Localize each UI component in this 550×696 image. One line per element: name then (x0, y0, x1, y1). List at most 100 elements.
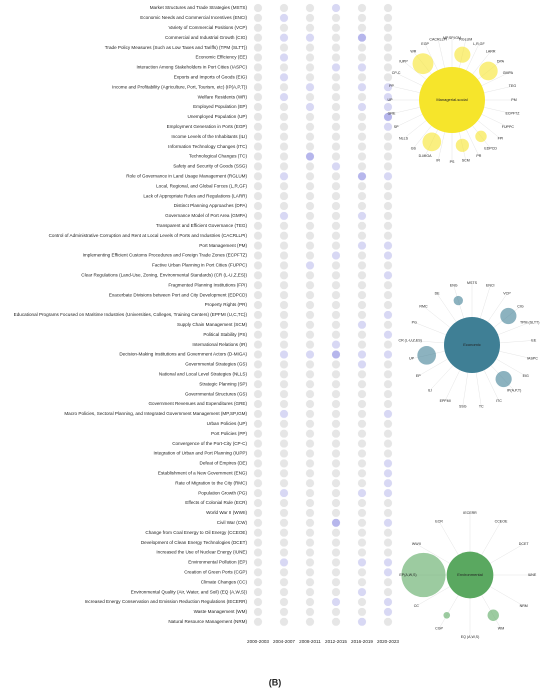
dot (383, 587, 393, 597)
dot (357, 379, 367, 389)
dot (331, 330, 341, 340)
dot (305, 508, 315, 518)
dot (279, 330, 289, 340)
node-label: EDPCD (484, 146, 497, 150)
node-bubble (453, 295, 463, 306)
dot (305, 181, 315, 191)
row-label: Environmental Pollution (EP) (188, 560, 247, 565)
dot (331, 379, 341, 389)
node-label: NRM (520, 604, 528, 608)
dot (357, 557, 367, 567)
row-label: Urban Policies (UP) (207, 421, 248, 426)
node-label: IP(A,P,T) (507, 388, 521, 392)
dot (383, 72, 393, 82)
row-label: Governance Model of Port Area (GMPA) (165, 213, 247, 218)
dot (279, 340, 289, 350)
dot (279, 448, 289, 459)
dot (331, 389, 341, 399)
dot (331, 211, 341, 221)
dot (383, 439, 393, 449)
node-label: PS (450, 160, 455, 164)
dot (253, 132, 263, 142)
dot (305, 250, 315, 261)
node-label: ENCI (486, 284, 495, 288)
dot (357, 62, 367, 72)
dot (331, 82, 341, 92)
dot (305, 310, 315, 320)
row-label: Fragmented Planning Institutions (FPI) (168, 282, 247, 287)
dot (305, 112, 315, 122)
center-node (446, 551, 494, 599)
dot (357, 349, 367, 360)
dot (253, 557, 263, 567)
node-label: ILI (428, 388, 432, 392)
node-label: CP-C (392, 71, 401, 75)
dot (357, 310, 367, 320)
dot (357, 52, 367, 63)
dot (331, 498, 341, 508)
node-label: DPA (497, 59, 505, 63)
node-label: EP (416, 374, 421, 378)
node-label: GS (411, 146, 417, 150)
node-label: EGP (421, 42, 429, 46)
node-bubble (500, 307, 517, 325)
dot (279, 310, 289, 320)
dot (383, 280, 393, 290)
dot (331, 13, 341, 23)
dot (279, 488, 289, 498)
dot (331, 290, 341, 300)
dot (253, 82, 263, 92)
dot (279, 399, 289, 409)
dot (279, 92, 289, 102)
row-label: Development of Clean Energy Technologies… (141, 540, 248, 545)
dot (253, 62, 263, 72)
dot (331, 448, 341, 459)
dot (279, 617, 289, 627)
node-label: GMPA (503, 71, 514, 75)
row-label: Local, Regional, and Global Forces (L,R,… (156, 183, 247, 188)
dot (357, 547, 367, 558)
node-label: CC (414, 604, 420, 608)
dot (383, 260, 393, 270)
node-bubble (454, 46, 471, 63)
dot (279, 52, 289, 63)
dot (357, 260, 367, 270)
node-label: ITC (496, 399, 502, 403)
dot (279, 112, 289, 122)
dot (253, 221, 263, 231)
dot (305, 260, 315, 270)
dot (279, 349, 289, 360)
dot (331, 547, 341, 558)
dot (253, 250, 263, 261)
dot (279, 171, 289, 181)
row-label: Distinct Planning Approaches (DPA) (174, 203, 248, 208)
dot (357, 409, 367, 419)
dot (305, 547, 315, 558)
row-label: Increased Energy Conservation and Emissi… (85, 599, 248, 604)
row-label: Governmental Strategies (GS) (185, 362, 247, 367)
dot (331, 597, 341, 607)
dot (253, 142, 263, 152)
node-label: IUNE (528, 573, 537, 577)
dot (253, 241, 263, 251)
dot (331, 241, 341, 251)
dot (383, 320, 393, 330)
dot (305, 439, 315, 449)
row-label: Trade Policy Measures (Such as Low Taxes… (105, 45, 248, 50)
dot (357, 567, 367, 577)
node-label: FPI (498, 137, 504, 141)
dot (331, 439, 341, 449)
row-label: Lack of Appropriate Rules and Regulation… (143, 193, 247, 198)
dot (383, 241, 393, 251)
dot (305, 597, 315, 607)
dot (357, 280, 367, 290)
dot (383, 102, 393, 112)
dot (253, 439, 263, 449)
dot (357, 458, 367, 468)
dot (331, 538, 341, 548)
dot (253, 567, 263, 577)
dot (253, 270, 263, 280)
dot (279, 201, 289, 211)
dot (253, 419, 263, 429)
dot (383, 617, 393, 627)
